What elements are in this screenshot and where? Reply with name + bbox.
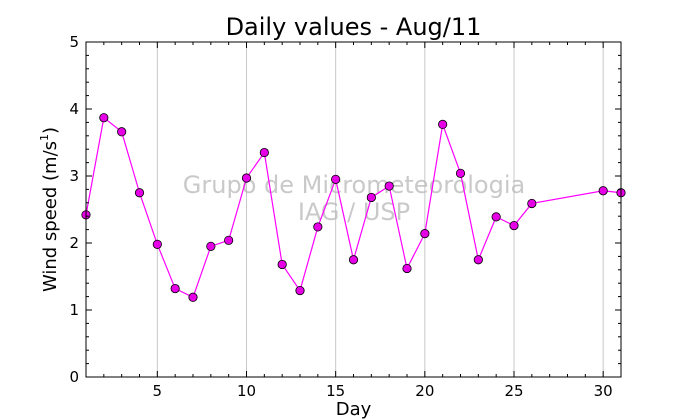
x-axis-label: Day	[336, 399, 372, 420]
watermark: Grupo de Micrometeorologia IAG / USP	[183, 171, 525, 226]
data-point	[384, 181, 394, 191]
chart-title: Daily values - Aug/11	[226, 13, 482, 41]
data-point	[295, 285, 305, 296]
x-tick-label: 30	[594, 382, 613, 400]
y-tick-label: 5	[69, 33, 79, 51]
y-tick-label: 3	[69, 167, 79, 185]
watermark-line-2: IAG / USP	[298, 198, 410, 226]
x-tick-label: 25	[504, 382, 523, 400]
data-point	[241, 173, 252, 183]
grid-layer	[156, 42, 604, 377]
data-point	[491, 212, 501, 222]
series-line	[85, 116, 622, 299]
data-point	[455, 168, 466, 178]
data-point	[277, 259, 287, 270]
x-tick-label: 20	[415, 382, 434, 400]
x-tick-label: 10	[237, 382, 256, 400]
data-point	[509, 220, 519, 231]
data-point	[366, 192, 376, 203]
data-point	[527, 198, 537, 209]
y-axis-label-superscript: 1	[38, 134, 51, 141]
ticks-layer: 5 10 15 20 25 30 0 1 2 3 4 5	[69, 33, 622, 400]
data-point	[313, 222, 323, 232]
y-tick-label: 0	[69, 368, 79, 386]
data-point	[420, 229, 430, 239]
series-layer	[81, 113, 626, 302]
data-point	[188, 292, 198, 302]
data-point	[598, 186, 608, 196]
data-point	[259, 147, 269, 158]
data-point	[402, 263, 412, 274]
watermark-line-1: Grupo de Micrometeorologia	[183, 171, 525, 199]
data-point	[170, 283, 180, 294]
y-tick-label: 1	[69, 301, 79, 319]
y-axis-label-main: Wind speed (m/s	[40, 141, 61, 292]
data-point	[473, 255, 483, 265]
data-point	[224, 235, 234, 245]
x-tick-label: 15	[326, 382, 345, 400]
data-point	[331, 174, 341, 184]
data-point	[206, 241, 216, 251]
y-tick-label: 2	[69, 234, 79, 252]
y-axis-label-end: )	[40, 127, 61, 134]
data-point	[117, 127, 127, 137]
data-point	[134, 188, 145, 198]
data-point	[438, 119, 448, 130]
data-point	[152, 239, 162, 249]
x-tick-label: 5	[153, 382, 163, 400]
y-axis-label: Wind speed (m/s1)	[38, 127, 61, 292]
data-point	[99, 113, 109, 123]
data-point	[348, 255, 359, 265]
y-tick-label: 4	[69, 100, 79, 118]
